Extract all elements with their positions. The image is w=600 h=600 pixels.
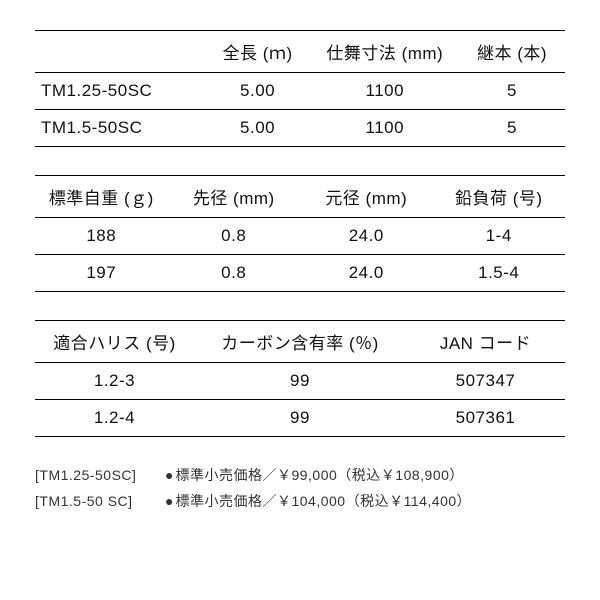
- price-text: 標準小売価格／￥104,000（税込￥114,400）: [175, 491, 471, 511]
- cell: TM1.25-50SC: [35, 73, 205, 110]
- cell: 1100: [311, 110, 459, 147]
- col-header: 継本 (本): [459, 31, 565, 73]
- table-header-row: 適合ハリス (号) カーボン含有率 (％) JAN コード: [35, 321, 565, 363]
- cell: 99: [194, 400, 406, 437]
- table-row: TM1.25-50SC 5.00 1100 5: [35, 73, 565, 110]
- price-code: [TM1.5-50 SC]: [35, 493, 165, 509]
- spec-table-2: 標準自重 (ｇ) 先径 (mm) 元径 (mm) 鉛負荷 (号) 188 0.8…: [35, 175, 565, 292]
- col-header: 標準自重 (ｇ): [35, 176, 168, 218]
- cell: 0.8: [168, 255, 301, 292]
- cell: 188: [35, 218, 168, 255]
- col-header: 先径 (mm): [168, 176, 301, 218]
- col-header: [35, 31, 205, 73]
- cell: 99: [194, 363, 406, 400]
- table-row: TM1.5-50SC 5.00 1100 5: [35, 110, 565, 147]
- col-header: 適合ハリス (号): [35, 321, 194, 363]
- cell: 0.8: [168, 218, 301, 255]
- price-code: [TM1.25-50SC]: [35, 467, 165, 483]
- cell: TM1.5-50SC: [35, 110, 205, 147]
- cell: 1100: [311, 73, 459, 110]
- bullet-icon: ●: [165, 467, 173, 483]
- col-header: 鉛負荷 (号): [433, 176, 566, 218]
- col-header: 元径 (mm): [300, 176, 433, 218]
- cell: 5: [459, 73, 565, 110]
- col-header: 全長 (ｍ): [205, 31, 311, 73]
- table-row: 1.2-3 99 507347: [35, 363, 565, 400]
- cell: 1.2-3: [35, 363, 194, 400]
- cell: 507361: [406, 400, 565, 437]
- bullet-icon: ●: [165, 493, 173, 509]
- table-header-row: 標準自重 (ｇ) 先径 (mm) 元径 (mm) 鉛負荷 (号): [35, 176, 565, 218]
- cell: 24.0: [300, 255, 433, 292]
- cell: 197: [35, 255, 168, 292]
- cell: 1.2-4: [35, 400, 194, 437]
- cell: 5.00: [205, 110, 311, 147]
- table-row: 197 0.8 24.0 1.5-4: [35, 255, 565, 292]
- col-header: JAN コード: [406, 321, 565, 363]
- price-text: 標準小売価格／￥99,000（税込￥108,900）: [175, 465, 463, 485]
- price-row: [TM1.25-50SC] ● 標準小売価格／￥99,000（税込￥108,90…: [35, 465, 565, 485]
- col-header: 仕舞寸法 (mm): [311, 31, 459, 73]
- cell: 507347: [406, 363, 565, 400]
- cell: 1.5-4: [433, 255, 566, 292]
- spec-table-3: 適合ハリス (号) カーボン含有率 (％) JAN コード 1.2-3 99 5…: [35, 320, 565, 437]
- pricing-block: [TM1.25-50SC] ● 標準小売価格／￥99,000（税込￥108,90…: [35, 465, 565, 511]
- cell: 5: [459, 110, 565, 147]
- cell: 1-4: [433, 218, 566, 255]
- table-row: 1.2-4 99 507361: [35, 400, 565, 437]
- table-row: 188 0.8 24.0 1-4: [35, 218, 565, 255]
- table-header-row: 全長 (ｍ) 仕舞寸法 (mm) 継本 (本): [35, 31, 565, 73]
- col-header: カーボン含有率 (％): [194, 321, 406, 363]
- cell: 24.0: [300, 218, 433, 255]
- spec-table-1: 全長 (ｍ) 仕舞寸法 (mm) 継本 (本) TM1.25-50SC 5.00…: [35, 30, 565, 147]
- price-row: [TM1.5-50 SC] ● 標準小売価格／￥104,000（税込￥114,4…: [35, 491, 565, 511]
- cell: 5.00: [205, 73, 311, 110]
